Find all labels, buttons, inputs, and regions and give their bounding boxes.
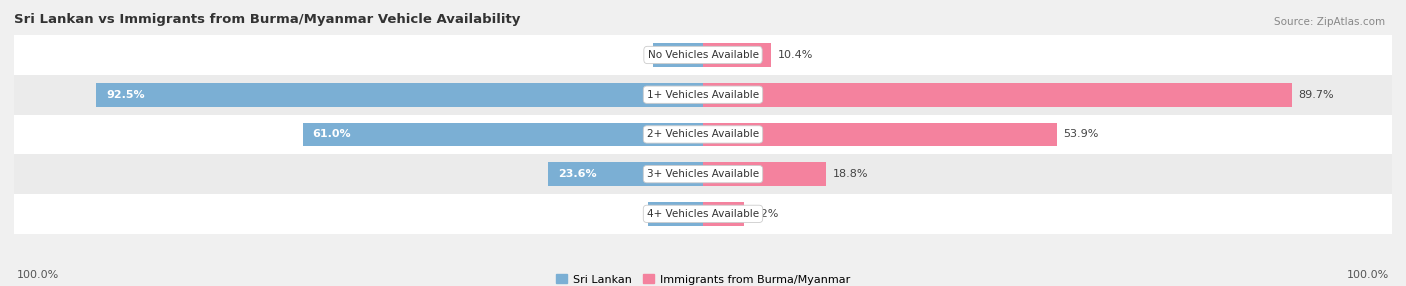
- Bar: [648, 202, 703, 226]
- Text: 6.2%: 6.2%: [751, 209, 779, 219]
- Bar: [0, 194, 1406, 234]
- Text: No Vehicles Available: No Vehicles Available: [648, 50, 758, 60]
- Bar: [703, 83, 1292, 107]
- Bar: [0, 75, 1406, 115]
- Text: 10.4%: 10.4%: [778, 50, 813, 60]
- Bar: [0, 154, 1406, 194]
- Text: 18.8%: 18.8%: [832, 169, 869, 179]
- Text: 7.6%: 7.6%: [659, 50, 688, 60]
- Bar: [96, 83, 703, 107]
- Bar: [654, 43, 703, 67]
- Bar: [548, 162, 703, 186]
- Bar: [703, 162, 827, 186]
- Text: 4+ Vehicles Available: 4+ Vehicles Available: [647, 209, 759, 219]
- Text: 100.0%: 100.0%: [17, 270, 59, 280]
- Bar: [0, 115, 1406, 154]
- Text: Sri Lankan vs Immigrants from Burma/Myanmar Vehicle Availability: Sri Lankan vs Immigrants from Burma/Myan…: [14, 13, 520, 26]
- Text: Source: ZipAtlas.com: Source: ZipAtlas.com: [1274, 17, 1385, 27]
- Text: 53.9%: 53.9%: [1063, 130, 1098, 139]
- Text: 61.0%: 61.0%: [312, 130, 352, 139]
- Text: 2+ Vehicles Available: 2+ Vehicles Available: [647, 130, 759, 139]
- Bar: [703, 43, 772, 67]
- Text: 8.4%: 8.4%: [654, 209, 683, 219]
- Text: 1+ Vehicles Available: 1+ Vehicles Available: [647, 90, 759, 100]
- Bar: [0, 35, 1406, 75]
- Bar: [703, 202, 744, 226]
- Text: 23.6%: 23.6%: [558, 169, 596, 179]
- Bar: [703, 122, 1057, 146]
- Text: 3+ Vehicles Available: 3+ Vehicles Available: [647, 169, 759, 179]
- Text: 100.0%: 100.0%: [1347, 270, 1389, 280]
- Legend: Sri Lankan, Immigrants from Burma/Myanmar: Sri Lankan, Immigrants from Burma/Myanma…: [551, 270, 855, 286]
- Text: 92.5%: 92.5%: [105, 90, 145, 100]
- Bar: [302, 122, 703, 146]
- Text: 89.7%: 89.7%: [1298, 90, 1334, 100]
